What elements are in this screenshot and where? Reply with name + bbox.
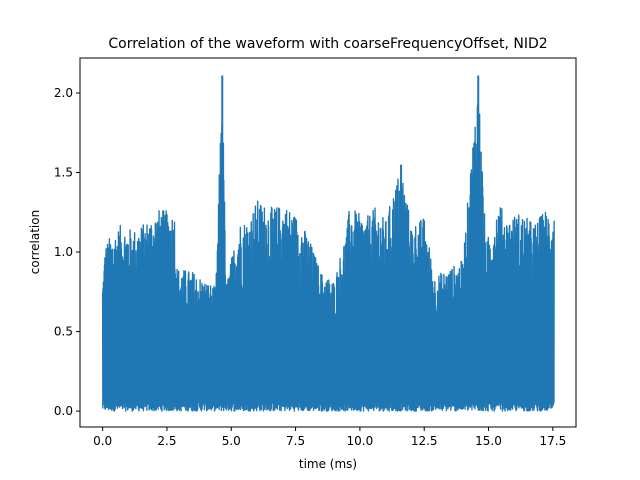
y-tick-label: 1.5	[54, 166, 73, 180]
y-tick-label: 0.5	[54, 325, 73, 339]
x-tick-label: 5.0	[222, 434, 241, 448]
x-tick-label: 0.0	[93, 434, 112, 448]
y-axis: 0.0 0.5 1.0 1.5 2.0	[54, 86, 80, 418]
x-tick-label: 17.5	[539, 434, 566, 448]
x-tick-label: 10.0	[347, 434, 374, 448]
x-tick-label: 15.0	[475, 434, 502, 448]
y-axis-label: correlation	[28, 210, 42, 274]
y-tick-label: 0.0	[54, 404, 73, 418]
y-tick-label: 1.0	[54, 245, 73, 259]
x-axis-label: time (ms)	[299, 457, 357, 471]
x-tick-label: 12.5	[411, 434, 438, 448]
x-tick-label: 7.5	[286, 434, 305, 448]
axes-frame	[79, 57, 577, 428]
x-axis: 0.0 2.5 5.0 7.5 10.0 12.5 15.0 17.5	[93, 427, 566, 448]
plot-area	[101, 75, 555, 412]
x-tick-label: 2.5	[157, 434, 176, 448]
chart-title: Correlation of the waveform with coarseF…	[108, 36, 547, 52]
y-tick-label: 2.0	[54, 86, 73, 100]
